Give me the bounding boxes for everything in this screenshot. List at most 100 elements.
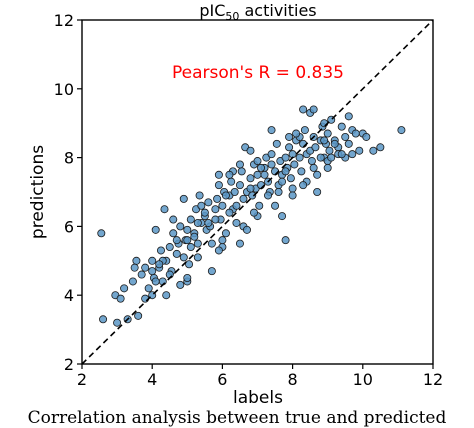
data-point <box>286 174 295 183</box>
data-point <box>281 153 290 162</box>
data-point <box>253 157 262 166</box>
x-tick-label: 2 <box>77 370 87 389</box>
data-point <box>313 170 322 179</box>
data-point <box>151 225 160 234</box>
chart-title: pIC50 activities <box>199 1 316 23</box>
data-point <box>156 246 165 255</box>
data-point <box>214 246 223 255</box>
data-point <box>344 112 353 121</box>
data-point <box>235 181 244 190</box>
data-point <box>207 267 216 276</box>
data-point <box>204 198 213 207</box>
data-point <box>225 170 234 179</box>
y-tick-label: 6 <box>64 217 74 236</box>
y-tick-label: 10 <box>54 80 74 99</box>
data-point <box>148 256 157 265</box>
data-point <box>190 232 199 241</box>
data-point <box>162 291 171 300</box>
data-point <box>165 243 174 252</box>
data-point <box>137 270 146 279</box>
data-point <box>144 284 153 293</box>
data-point <box>235 160 244 169</box>
data-point <box>257 163 266 172</box>
data-point <box>183 273 192 282</box>
data-point <box>151 277 160 286</box>
data-point <box>169 229 178 238</box>
data-point <box>299 181 308 190</box>
data-point <box>246 174 255 183</box>
data-point <box>207 239 216 248</box>
data-point <box>362 132 371 141</box>
data-point <box>204 218 213 227</box>
data-point <box>309 105 318 114</box>
data-point <box>327 153 336 162</box>
y-tick-label: 2 <box>64 355 74 374</box>
data-point <box>274 187 283 196</box>
data-point <box>213 194 222 203</box>
data-point <box>232 218 241 227</box>
y-axis-label: predictions <box>28 145 48 239</box>
data-point <box>218 201 227 210</box>
data-point <box>186 215 195 224</box>
data-point <box>260 170 269 179</box>
x-tick-label: 10 <box>353 370 373 389</box>
y-tick-label: 8 <box>64 149 74 168</box>
data-point <box>176 222 185 231</box>
data-point <box>267 126 276 135</box>
data-point <box>237 167 246 176</box>
data-point <box>323 163 332 172</box>
data-point <box>155 260 164 269</box>
data-point <box>116 294 125 303</box>
data-point <box>246 184 255 193</box>
y-tick-label: 4 <box>64 286 74 305</box>
data-point <box>232 201 241 210</box>
data-point <box>285 143 294 152</box>
data-point <box>344 139 353 148</box>
pearson-annotation: Pearson's R = 0.835 <box>172 63 344 83</box>
data-point <box>246 146 255 155</box>
data-point <box>290 160 299 169</box>
data-point <box>176 280 185 289</box>
data-point <box>113 318 122 327</box>
data-point <box>255 201 264 210</box>
x-axis-label: labels <box>233 388 283 408</box>
data-point <box>355 146 364 155</box>
data-point <box>132 256 141 265</box>
data-point <box>320 136 329 145</box>
data-point <box>297 167 306 176</box>
data-point <box>264 191 273 200</box>
data-point <box>325 146 334 155</box>
data-point <box>99 315 108 324</box>
data-point <box>341 132 350 141</box>
data-point <box>183 236 192 245</box>
data-point <box>281 236 290 245</box>
data-point <box>193 253 202 262</box>
data-point <box>292 129 301 138</box>
data-point <box>239 194 248 203</box>
data-point <box>348 150 357 159</box>
data-point <box>299 105 308 114</box>
data-point <box>278 212 287 221</box>
data-point <box>130 263 139 272</box>
data-point <box>337 122 346 131</box>
data-point <box>193 239 202 248</box>
data-point <box>172 236 181 245</box>
data-point <box>271 201 280 210</box>
figure-caption: Correlation analysis between true and pr… <box>27 408 447 428</box>
data-point <box>179 194 188 203</box>
data-point <box>307 157 316 166</box>
data-point <box>253 170 262 179</box>
x-tick-label: 12 <box>423 370 443 389</box>
reference-line <box>81 19 434 365</box>
data-point <box>235 239 244 248</box>
data-point <box>278 177 287 186</box>
data-point <box>160 205 169 214</box>
data-point <box>300 126 309 135</box>
data-point <box>221 191 230 200</box>
data-point <box>288 191 297 200</box>
data-point <box>97 229 106 238</box>
x-tick-label: 4 <box>147 370 157 389</box>
data-point <box>249 208 258 217</box>
plot-frame <box>81 19 434 365</box>
data-point <box>186 243 195 252</box>
